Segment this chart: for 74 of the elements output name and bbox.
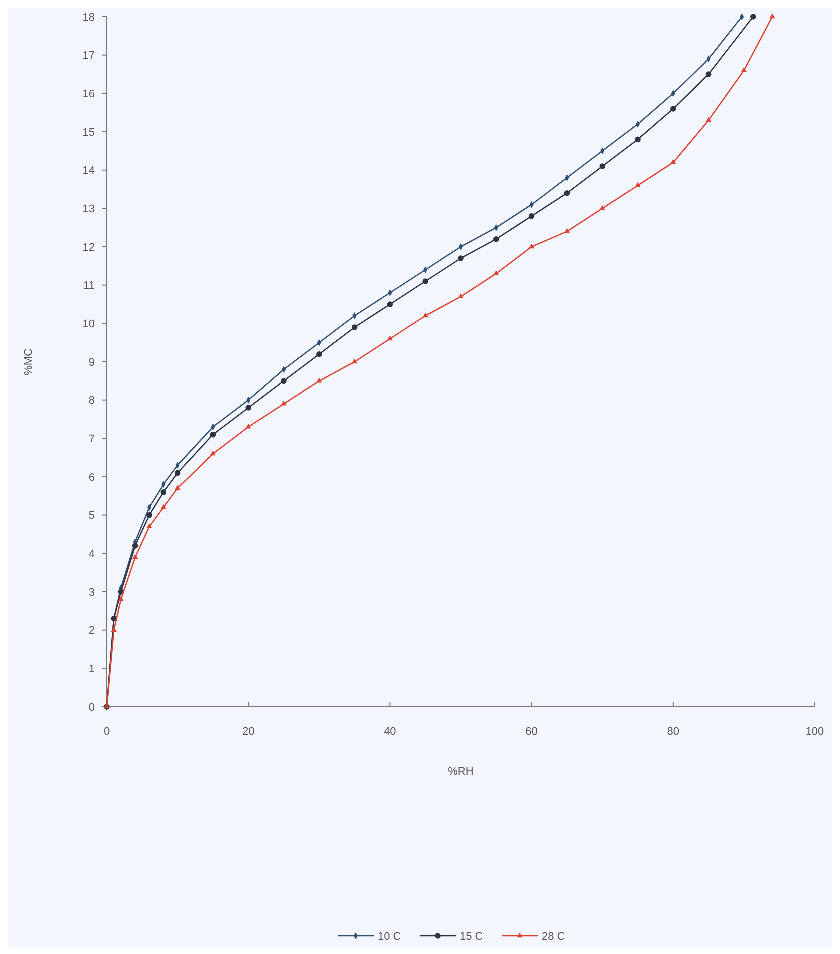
point <box>706 117 712 122</box>
point <box>670 106 676 112</box>
point <box>146 512 152 518</box>
legend-label: 15 C <box>460 931 484 943</box>
point <box>352 324 358 330</box>
y-tick-label: 3 <box>88 586 95 599</box>
point <box>210 450 216 456</box>
point <box>741 67 748 72</box>
point <box>770 14 776 19</box>
point <box>387 302 394 308</box>
x-tick-label: 80 <box>667 726 680 738</box>
x-tick-label: 60 <box>526 726 538 738</box>
point <box>246 405 252 411</box>
point <box>160 489 167 496</box>
point <box>494 236 500 242</box>
point <box>281 378 287 384</box>
point <box>352 358 358 364</box>
point <box>210 432 216 438</box>
y-tick-label: 2 <box>88 625 95 638</box>
x-tick-label: 0 <box>104 726 110 738</box>
y-tick-label: 11 <box>84 280 95 292</box>
x-axis-title: %RH <box>448 766 474 778</box>
y-tick-label: 10 <box>82 318 95 331</box>
point <box>387 336 394 341</box>
x-tick-label: 20 <box>242 726 255 738</box>
point <box>160 504 166 510</box>
point <box>132 554 138 560</box>
x-tick-label: 100 <box>806 726 824 738</box>
point <box>528 213 535 220</box>
y-tick-label: 7 <box>88 434 95 446</box>
point <box>706 72 712 78</box>
point <box>564 228 570 234</box>
y-tick-label: 16 <box>82 88 95 101</box>
point <box>635 136 641 143</box>
point <box>494 270 500 276</box>
point <box>422 312 428 318</box>
point <box>316 378 322 383</box>
y-tick-label: 18 <box>82 12 95 24</box>
point <box>146 524 152 528</box>
y-tick-label: 17 <box>82 50 95 62</box>
point <box>750 14 756 20</box>
point <box>600 164 606 170</box>
point <box>670 159 676 164</box>
point <box>132 543 138 549</box>
y-tick-label: 6 <box>88 472 95 484</box>
point <box>564 190 570 196</box>
point <box>174 470 181 476</box>
y-tick-label: 13 <box>82 204 95 216</box>
y-tick-label: 12 <box>82 242 95 254</box>
x-tick-label: 40 <box>384 726 396 738</box>
y-tick-label: 4 <box>88 548 95 561</box>
point <box>281 400 287 406</box>
y-tick-label: 1 <box>88 664 95 676</box>
y-tick-label: 14 <box>82 165 95 178</box>
legend-label: 28 C <box>542 931 566 943</box>
point <box>118 596 124 602</box>
point <box>316 351 322 358</box>
point <box>600 205 606 210</box>
y-axis-title: %MC <box>23 348 35 376</box>
legend-label: 10 C <box>378 931 402 943</box>
point <box>458 256 464 262</box>
point <box>174 485 181 490</box>
y-tick-label: 15 <box>82 126 95 139</box>
y-tick-label: 5 <box>88 510 95 522</box>
point <box>458 294 464 298</box>
y-tick-label: 9 <box>88 356 95 369</box>
point <box>246 424 252 429</box>
point <box>528 244 535 249</box>
point <box>458 244 464 250</box>
point <box>635 182 641 188</box>
point <box>111 627 117 632</box>
point <box>422 278 428 284</box>
y-tick-label: 0 <box>88 702 95 714</box>
y-tick-label: 8 <box>88 395 95 408</box>
